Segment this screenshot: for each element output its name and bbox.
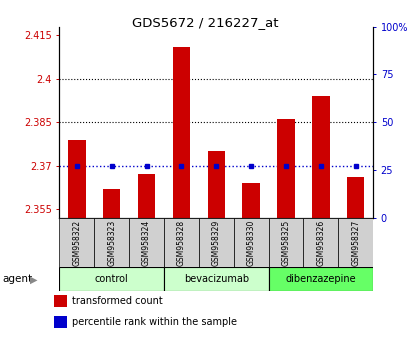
Bar [54,316,67,328]
Bar [137,174,155,218]
Bar [268,218,303,267]
Bar [59,218,94,267]
Bar [311,96,329,218]
Bar [129,218,164,267]
Bar [172,47,190,218]
Text: GSM958328: GSM958328 [177,219,185,266]
Bar [337,218,372,267]
Text: percentile rank within the sample: percentile rank within the sample [72,317,236,327]
Text: agent: agent [2,274,32,284]
Text: GSM958329: GSM958329 [211,219,220,266]
Text: GSM958326: GSM958326 [316,219,324,266]
Bar [68,139,85,218]
Text: ▶: ▶ [29,274,37,284]
Bar [103,189,120,218]
Bar [268,267,372,291]
Bar [303,218,337,267]
Text: bevacizumab: bevacizumab [183,274,248,284]
Bar [242,183,259,218]
Bar [198,218,233,267]
Bar [59,267,164,291]
Bar [346,177,364,218]
Text: GSM958324: GSM958324 [142,219,151,266]
Text: GSM958325: GSM958325 [281,219,290,266]
Bar [54,296,67,307]
Bar [94,218,129,267]
Text: GSM958322: GSM958322 [72,219,81,266]
Text: GSM958330: GSM958330 [246,219,255,266]
Text: transformed count: transformed count [72,296,162,307]
Text: GSM958327: GSM958327 [351,219,359,266]
Text: control: control [94,274,128,284]
Bar [164,218,198,267]
Text: GDS5672 / 216227_at: GDS5672 / 216227_at [131,16,278,29]
Bar [233,218,268,267]
Bar [164,267,268,291]
Text: dibenzazepine: dibenzazepine [285,274,355,284]
Text: GSM958323: GSM958323 [107,219,116,266]
Bar [276,119,294,218]
Bar [207,151,225,218]
